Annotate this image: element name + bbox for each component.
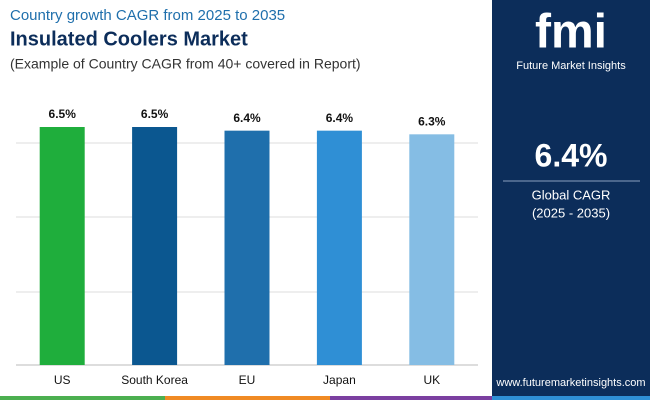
bar [132,127,178,365]
chart-title: Country growth CAGR from 2025 to 2035 [10,7,285,24]
stat-label: Global CAGR [532,187,611,202]
value-label: 6.4% [326,111,354,125]
url: www.futuremarketinsights.com [495,377,645,389]
stripe [492,396,650,400]
value-label: 6.4% [233,111,261,125]
sidebar-panel [492,0,650,400]
x-tick-label: South Korea [121,373,188,387]
value-label: 6.5% [49,107,77,121]
chart-subtitle: Insulated Coolers Market [10,28,248,50]
x-tick-label: EU [239,373,256,387]
brand: Future Market Insights [516,60,626,72]
bar [39,127,85,365]
x-tick-label: US [54,373,71,387]
bar [316,130,362,365]
value-label: 6.3% [418,114,446,128]
value-label: 6.5% [141,107,169,121]
logo: fmi [535,6,607,59]
bar [409,134,455,365]
stripe [165,396,330,400]
stripe [330,396,492,400]
stripe [0,396,165,400]
chart-caption: (Example of Country CAGR from 40+ covere… [10,56,361,72]
bar [224,130,270,365]
x-tick-label: UK [423,373,440,387]
stat-value: 6.4% [535,137,608,173]
x-tick-label: Japan [323,373,356,387]
stat-period: (2025 - 2035) [532,205,610,220]
